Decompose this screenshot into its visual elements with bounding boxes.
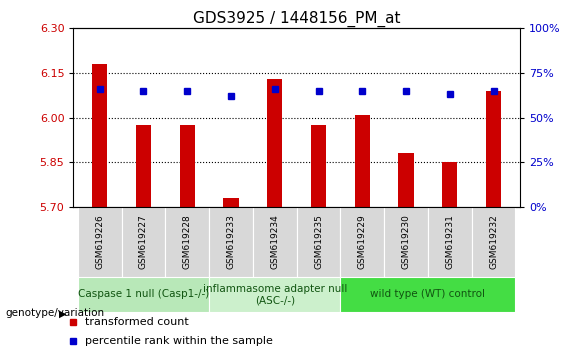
Text: GSM619232: GSM619232 — [489, 215, 498, 269]
Text: percentile rank within the sample: percentile rank within the sample — [85, 336, 272, 346]
Bar — [223, 198, 238, 207]
Text: GSM619229: GSM619229 — [358, 215, 367, 269]
Text: GSM619235: GSM619235 — [314, 214, 323, 269]
Bar — [428, 207, 472, 277]
Text: inflammasome adapter null
(ASC-/-): inflammasome adapter null (ASC-/-) — [203, 284, 347, 305]
Bar — [384, 207, 428, 277]
Bar — [209, 277, 340, 312]
Text: Caspase 1 null (Casp1-/-): Caspase 1 null (Casp1-/-) — [78, 289, 209, 299]
Bar — [340, 207, 384, 277]
Bar — [78, 277, 209, 312]
Text: GSM619226: GSM619226 — [95, 215, 104, 269]
Text: GSM619231: GSM619231 — [445, 214, 454, 269]
Text: transformed count: transformed count — [85, 317, 188, 327]
Bar — [398, 153, 414, 207]
Bar — [486, 91, 501, 207]
Bar — [472, 207, 515, 277]
Bar — [253, 207, 297, 277]
Bar — [121, 207, 166, 277]
Bar — [209, 207, 253, 277]
Bar — [166, 207, 209, 277]
Bar — [267, 79, 282, 207]
Text: GSM619233: GSM619233 — [227, 214, 236, 269]
Bar — [78, 207, 121, 277]
Bar — [297, 207, 340, 277]
Bar — [311, 125, 326, 207]
Text: wild type (WT) control: wild type (WT) control — [371, 289, 485, 299]
Text: GSM619228: GSM619228 — [182, 215, 192, 269]
Text: GSM619234: GSM619234 — [270, 215, 279, 269]
Title: GDS3925 / 1448156_PM_at: GDS3925 / 1448156_PM_at — [193, 11, 401, 27]
Text: genotype/variation: genotype/variation — [6, 308, 105, 318]
Bar — [355, 115, 370, 207]
Text: ▶: ▶ — [59, 308, 67, 318]
Bar — [180, 125, 195, 207]
Text: GSM619230: GSM619230 — [402, 214, 411, 269]
Bar — [442, 162, 458, 207]
Bar — [340, 277, 515, 312]
Bar — [136, 125, 151, 207]
Text: GSM619227: GSM619227 — [139, 215, 148, 269]
Bar — [92, 64, 107, 207]
